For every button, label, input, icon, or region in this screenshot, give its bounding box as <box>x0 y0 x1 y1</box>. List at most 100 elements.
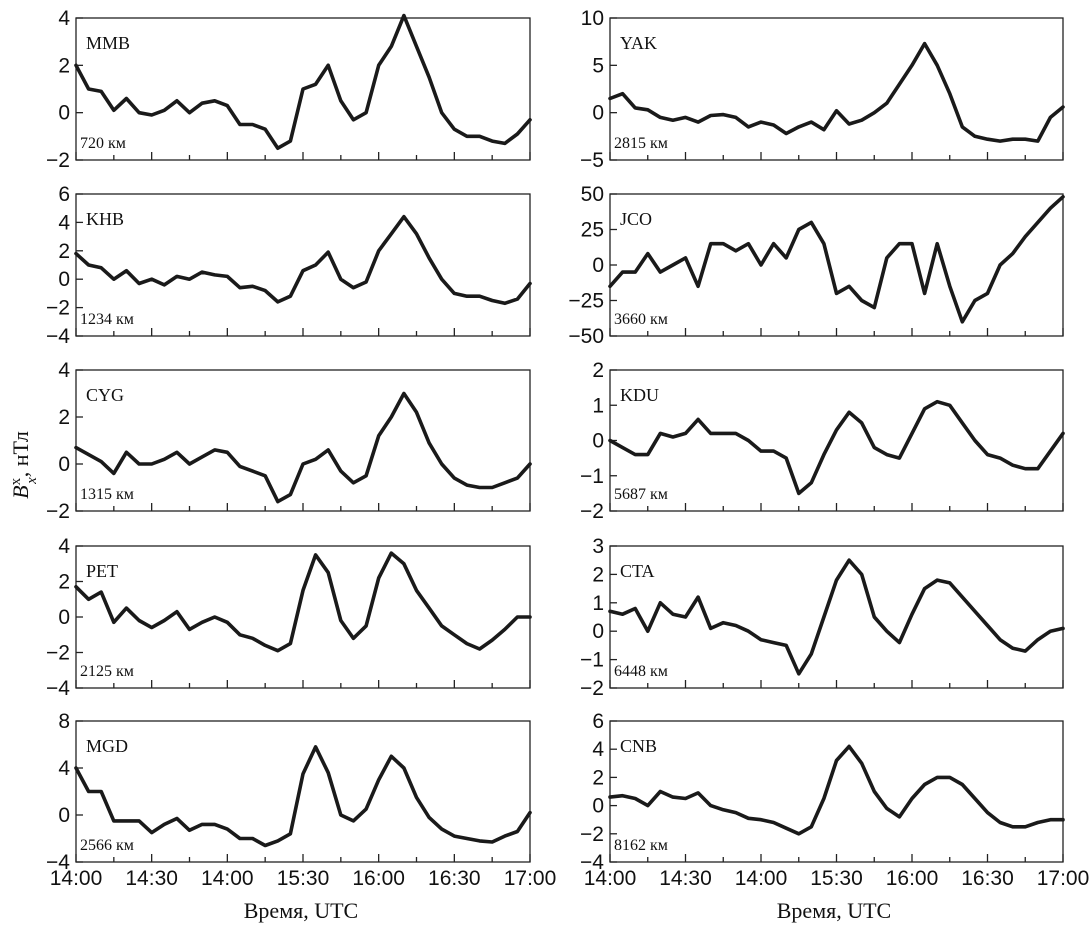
panel-mmb: 4 2 0 −2 MMB 720 км <box>46 7 532 172</box>
y-axis-title-sub: x <box>8 477 24 485</box>
y-tick-label: −5 <box>580 149 604 172</box>
panel-kdu: 2 1 0 −1 −2 KDU 5687 км <box>580 359 1065 523</box>
y-tick-label: 50 <box>581 183 604 206</box>
y-tick-label: 0 <box>58 102 70 125</box>
distance-label: 8162 км <box>614 837 668 854</box>
distance-label: 2125 км <box>80 663 134 680</box>
y-tick-label: 0 <box>592 102 604 125</box>
x-tick-label: 14:00 <box>50 867 103 890</box>
x-tick-label: 14:30 <box>659 867 712 890</box>
y-tick-label: 10 <box>581 7 604 30</box>
panels-group: 4 2 0 −2 MMB 720 км 6 4 2 0 −2 −4 KHB 1234 км 4 2 0 −2 CYG… <box>46 7 1065 874</box>
y-axis-title-unit: , нТл <box>8 431 33 477</box>
y-tick-label: 3 <box>592 535 604 558</box>
x-tick-label: 17:00 <box>1037 867 1090 890</box>
distance-label: 2815 км <box>614 135 668 152</box>
y-tick-label: 0 <box>592 795 604 818</box>
y-tick-label: 2 <box>58 571 70 594</box>
station-label: CTA <box>620 561 655 581</box>
y-tick-label: 0 <box>58 606 70 629</box>
y-tick-label: 4 <box>58 211 70 234</box>
y-tick-label: −2 <box>580 500 604 523</box>
x-tick-label: 17:00 <box>504 867 557 890</box>
x-axis-title-left: Время, UTC <box>244 898 358 923</box>
panel-cta: 3 2 1 0 −1 −2 CTA 6448 км <box>580 535 1065 700</box>
y-tick-label: 8 <box>58 710 70 733</box>
panel-frame <box>609 720 1064 863</box>
panel-frame <box>75 193 531 337</box>
series-line-jco <box>608 195 1065 324</box>
panel-frame <box>75 369 531 512</box>
y-tick-label: −2 <box>46 500 70 523</box>
distance-label: 3660 км <box>614 311 668 328</box>
station-label: CNB <box>620 736 657 756</box>
station-label: MMB <box>86 33 130 53</box>
x-tick-label: 14:30 <box>125 867 178 890</box>
x-tick-label: 14:00 <box>584 867 637 890</box>
x-tick-label: 14:00 <box>735 867 788 890</box>
y-tick-label: −4 <box>46 677 70 700</box>
panel-khb: 6 4 2 0 −2 −4 KHB 1234 км <box>46 183 532 348</box>
x-tick-label: 16:00 <box>352 867 405 890</box>
y-tick-label: 0 <box>58 268 70 291</box>
panel-frame <box>609 193 1064 337</box>
x-axes-group: 14:00 14:30 14:00 15:30 16:00 16:30 17:00 14:00… <box>50 867 1090 890</box>
series-line-yak <box>608 41 1065 143</box>
y-tick-label: 0 <box>58 804 70 827</box>
x-tick-label: 14:00 <box>201 867 254 890</box>
y-tick-label: 2 <box>592 766 604 789</box>
station-label: PET <box>86 561 118 581</box>
series-line-pet <box>74 551 532 653</box>
distance-label: 1234 км <box>80 311 134 328</box>
y-tick-label: −25 <box>568 290 604 313</box>
y-tick-label: −4 <box>580 851 604 874</box>
y-axis-title: Bxx, нТл <box>8 431 40 499</box>
y-tick-label: 2 <box>58 54 70 77</box>
distance-label: 720 км <box>80 135 126 152</box>
y-tick-label: 2 <box>592 359 604 382</box>
station-label: KHB <box>86 209 124 229</box>
series-line-cnb <box>608 744 1065 836</box>
y-tick-label: −2 <box>580 677 604 700</box>
distance-label: 5687 км <box>614 486 668 503</box>
y-tick-label: 5 <box>592 54 604 77</box>
distance-label: 2566 км <box>80 837 134 854</box>
panel-frame <box>609 369 1064 512</box>
panel-pet: 4 2 0 −2 −4 PET 2125 км <box>46 535 532 700</box>
station-label: CYG <box>86 385 124 405</box>
y-tick-label: 1 <box>592 394 604 417</box>
y-tick-label: −1 <box>580 465 604 488</box>
panel-mgd: 8 4 0 −4 MGD 2566 км <box>46 710 532 874</box>
y-tick-label: 0 <box>58 453 70 476</box>
y-tick-label: 2 <box>58 240 70 263</box>
y-tick-label: 1 <box>592 592 604 615</box>
series-line-khb <box>74 214 532 306</box>
series-line-cyg <box>74 391 532 504</box>
panel-frame <box>75 545 531 689</box>
panel-cyg: 4 2 0 −2 CYG 1315 км <box>46 359 532 523</box>
panel-yak: 10 5 0 −5 YAK 2815 км <box>580 7 1065 172</box>
y-tick-label: 2 <box>58 406 70 429</box>
x-tick-label: 16:30 <box>961 867 1014 890</box>
x-tick-label: 15:30 <box>277 867 330 890</box>
station-label: YAK <box>620 33 657 53</box>
y-axis-title-subscript: x <box>24 477 40 485</box>
distance-label: 6448 км <box>614 663 668 680</box>
station-label: KDU <box>620 385 659 405</box>
y-tick-label: 4 <box>58 359 70 382</box>
y-tick-label: −1 <box>580 649 604 672</box>
y-tick-label: −50 <box>568 325 604 348</box>
series-line-mmb <box>74 13 532 150</box>
x-tick-label: 16:30 <box>428 867 481 890</box>
y-tick-label: 4 <box>58 757 70 780</box>
y-tick-label: 2 <box>592 563 604 586</box>
y-tick-label: 0 <box>592 430 604 453</box>
y-tick-label: 0 <box>592 620 604 643</box>
distance-label: 1315 км <box>80 486 134 503</box>
y-tick-label: −2 <box>46 642 70 665</box>
series-line-cta <box>608 558 1065 676</box>
y-tick-label: 6 <box>58 183 70 206</box>
y-tick-label: 0 <box>592 254 604 277</box>
y-tick-label: 6 <box>592 710 604 733</box>
